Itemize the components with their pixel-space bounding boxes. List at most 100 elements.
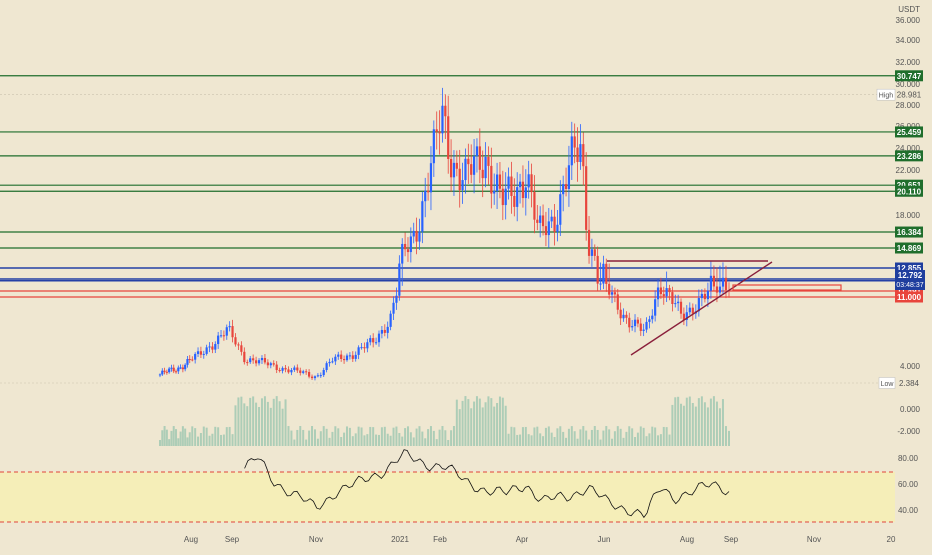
candle-body [590, 249, 594, 256]
candle-body [605, 263, 608, 284]
volume-bar [452, 426, 455, 446]
candle-body [319, 375, 322, 377]
volume-bar [357, 426, 360, 446]
volume-bar [194, 428, 197, 446]
candle-body [307, 372, 311, 377]
price-tick-label: 32.000 [896, 58, 921, 67]
volume-bar [172, 426, 175, 446]
volume-bar [284, 399, 287, 446]
candle-body [458, 168, 461, 191]
candle-body [351, 355, 354, 359]
candle-body [553, 216, 556, 232]
candle-body [172, 367, 175, 372]
candle-body [421, 201, 424, 232]
candle-body [202, 353, 205, 355]
candle-body [177, 367, 180, 372]
volume-bar [533, 427, 536, 446]
candle-body [222, 335, 226, 337]
volume-bar [392, 427, 395, 446]
candle-body [602, 263, 605, 284]
volume-bar [165, 429, 168, 446]
volume-bar [380, 427, 383, 446]
candle-body [507, 176, 510, 189]
volume-bar [565, 437, 568, 446]
volume-bar [513, 427, 516, 446]
candle-body [165, 371, 168, 373]
volume-bar [412, 437, 415, 446]
volume-bar [490, 398, 493, 446]
volume-bar [709, 398, 712, 446]
candle-body [665, 288, 668, 297]
candle-body [266, 362, 269, 366]
candle-body [398, 263, 401, 296]
time-axis-label: Sep [225, 535, 240, 544]
candle-body [636, 319, 640, 324]
candle-body [257, 360, 261, 364]
volume-bar [163, 426, 166, 446]
volume-bar [668, 434, 671, 446]
volume-bar [498, 396, 501, 446]
price-tick-label: 24.000 [896, 144, 921, 153]
candle-body [228, 326, 231, 328]
volume-bar [718, 408, 721, 446]
time-axis-label: Sep [724, 535, 739, 544]
currency-label: USDT [898, 5, 920, 14]
candle-body [299, 370, 302, 373]
volume-bar [228, 426, 231, 446]
candle-body [493, 190, 496, 194]
candle-body [461, 180, 464, 191]
volume-bar [611, 438, 614, 446]
candle-body [484, 156, 487, 179]
candle-body [214, 344, 217, 350]
candle-body [490, 165, 493, 194]
price-tag-label: 23.286 [897, 152, 922, 161]
volume-bar [432, 430, 435, 446]
rsi-series-line [244, 449, 730, 519]
candle-body [401, 243, 404, 264]
volume-bar [654, 427, 657, 446]
low-tag-box [878, 377, 896, 389]
candle-body [559, 194, 562, 225]
candle-body [633, 319, 637, 327]
volume-bar [444, 430, 447, 446]
candle-body [345, 355, 349, 361]
candle-body [616, 294, 619, 310]
volume-bar [331, 431, 334, 446]
price-tick-label: 36.000 [896, 16, 921, 25]
volume-bar [697, 398, 700, 446]
candle-body [278, 370, 281, 372]
volume-bar [319, 431, 322, 446]
volume-bar [590, 429, 593, 446]
candle-body [472, 156, 476, 175]
candle-body [656, 287, 660, 300]
volume-bar [214, 426, 217, 446]
volume-bar [175, 429, 178, 446]
candle-body [163, 370, 166, 372]
price-tick-label: 30.000 [896, 80, 921, 89]
volume-bar [659, 434, 662, 446]
volume-bar [567, 428, 570, 446]
volume-bar [481, 407, 484, 446]
volume-bar [559, 426, 562, 446]
time-axis-label: 20 [887, 535, 896, 544]
volume-bar [562, 431, 565, 446]
volume-bar [343, 432, 346, 446]
volume-bar [161, 430, 164, 446]
volume-bar [536, 426, 539, 446]
price-tag [895, 285, 923, 297]
volume-bar [429, 426, 432, 446]
volume-bar [605, 426, 608, 446]
volume-bar [258, 407, 261, 446]
candle-body [625, 314, 628, 318]
volume-bar [418, 426, 421, 446]
candle-body [703, 293, 706, 300]
volume-bar [530, 435, 533, 446]
volume-bar [360, 427, 363, 446]
volume-bar [438, 429, 441, 446]
volume-bar [266, 401, 269, 446]
volume-bar [599, 439, 602, 446]
volume-bar [619, 428, 622, 446]
price-tag [895, 179, 923, 191]
